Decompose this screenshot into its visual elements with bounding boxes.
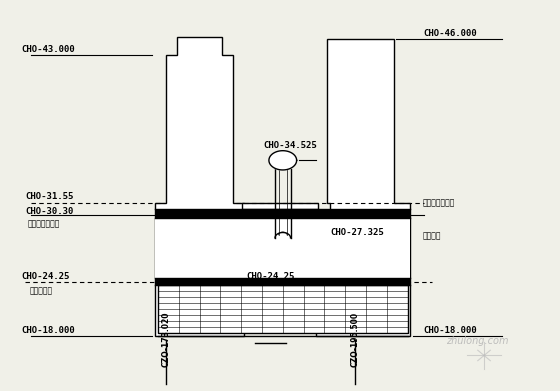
Text: 滤液箱底: 滤液箱底	[423, 232, 441, 241]
Polygon shape	[269, 151, 297, 170]
Text: CHO-30.30: CHO-30.30	[25, 207, 73, 216]
Text: CHO-46.000: CHO-46.000	[423, 29, 477, 38]
Text: CHO-24.25: CHO-24.25	[21, 272, 69, 281]
Text: CHO-34.525: CHO-34.525	[263, 141, 317, 150]
Text: CZO-195.500: CZO-195.500	[351, 312, 360, 367]
Text: CHO-24.25: CHO-24.25	[247, 272, 295, 281]
Bar	[155, 278, 410, 285]
Text: CHO-18.000: CHO-18.000	[423, 326, 477, 335]
Text: 口部中心线: 口部中心线	[29, 286, 53, 295]
Text: 滤液调制中心点: 滤液调制中心点	[423, 198, 455, 207]
Text: CHO-18.000: CHO-18.000	[21, 326, 75, 335]
Text: CZO-173.020: CZO-173.020	[162, 312, 171, 367]
Text: CHO-31.55: CHO-31.55	[25, 192, 73, 201]
Text: zhulong.com: zhulong.com	[446, 336, 509, 346]
Bar	[155, 209, 410, 218]
Text: CHO-43.000: CHO-43.000	[21, 45, 75, 54]
Polygon shape	[155, 38, 244, 336]
Text: 进出钢轨中心线: 进出钢轨中心线	[28, 219, 60, 228]
Bar	[158, 285, 408, 333]
Bar	[242, 203, 318, 209]
Polygon shape	[316, 39, 410, 336]
Bar	[155, 218, 410, 278]
Text: CHO-27.325: CHO-27.325	[330, 228, 384, 237]
